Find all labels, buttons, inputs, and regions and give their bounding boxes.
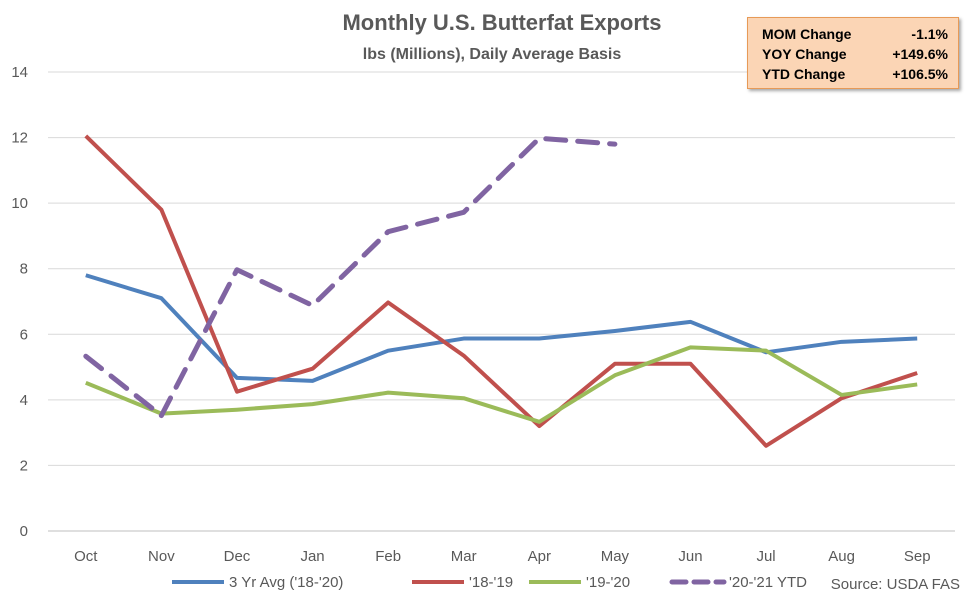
x-axis-ticks: Oct Nov Dec Jan Feb Mar Apr May Jun Jul Aug Sep [74, 548, 930, 565]
legend-label: '18-'19 [469, 574, 513, 591]
y-tick-label: 0 [20, 523, 28, 540]
chart-subtitle: lbs (Millions), Daily Average Basis [363, 46, 622, 63]
stat-label: YTD Change [762, 66, 846, 82]
legend-label: '20-'21 YTD [729, 574, 807, 591]
x-tick-label: Jan [300, 548, 324, 565]
y-tick-label: 4 [20, 392, 28, 409]
legend: 3 Yr Avg ('18-'20) '18-'19 '19-'20 '20-'21 … [172, 574, 807, 591]
x-tick-label: Mar [451, 548, 477, 565]
stat-label: YOY Change [762, 46, 847, 62]
y-tick-label: 12 [11, 130, 28, 147]
stat-value: -1.1% [911, 26, 948, 42]
x-tick-label: Oct [74, 548, 98, 565]
x-tick-label: Aug [828, 548, 855, 565]
stat-row-mom: MOM Change -1.1% [762, 24, 948, 44]
legend-label: '19-'20 [586, 574, 630, 591]
stat-label: MOM Change [762, 26, 852, 42]
x-tick-label: Jun [678, 548, 702, 565]
y-tick-label: 10 [11, 195, 28, 212]
stat-row-yoy: YOY Change +149.6% [762, 44, 948, 64]
gridlines [48, 71, 955, 532]
y-tick-label: 8 [20, 261, 28, 278]
y-tick-label: 2 [20, 457, 28, 474]
x-tick-label: Dec [224, 548, 251, 565]
x-tick-label: Nov [148, 548, 175, 565]
series-line-2 [85, 345, 918, 424]
y-axis-ticks: 0 2 4 6 8 10 12 14 [11, 64, 28, 540]
x-tick-label: Apr [528, 548, 551, 565]
x-tick-label: Sep [904, 548, 931, 565]
x-tick-label: May [601, 548, 630, 565]
y-tick-label: 14 [11, 64, 28, 81]
change-summary-box: MOM Change -1.1% YOY Change +149.6% YTD … [747, 17, 959, 89]
chart-title: Monthly U.S. Butterfat Exports [342, 10, 661, 35]
stat-value: +149.6% [892, 46, 948, 62]
legend-label: 3 Yr Avg ('18-'20) [229, 574, 343, 591]
series-line-1 [84, 134, 918, 448]
x-tick-label: Jul [756, 548, 775, 565]
y-tick-label: 6 [20, 326, 28, 343]
stat-row-ytd: YTD Change +106.5% [762, 64, 948, 84]
series-line-3 [83, 135, 618, 419]
series-lines [83, 134, 918, 448]
x-tick-label: Feb [375, 548, 401, 565]
stat-value: +106.5% [892, 66, 948, 82]
source-note: Source: USDA FAS [831, 576, 960, 593]
